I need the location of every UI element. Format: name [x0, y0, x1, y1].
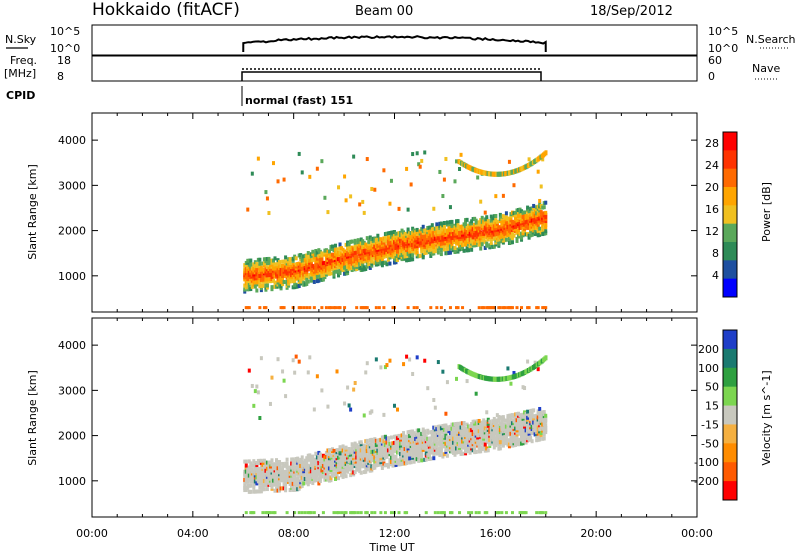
colorbar-tick-label: 4 [712, 269, 719, 282]
nsearch-label: N.Search [746, 33, 796, 46]
colorbar-tick-label: -15 [701, 418, 719, 431]
velocity-panel: 1000 2000 3000 4000 Slant Range [km] 200 100… [26, 317, 773, 518]
noise-panel: N.Sky 10^5 10^0 10^5 10^0 N.Search [5, 24, 796, 56]
x-tick-label: 12:00 [379, 527, 411, 540]
colorbar-tick-label: 200 [698, 343, 719, 356]
freq-tick-bottom: 8 [57, 70, 64, 83]
noise-left-tick-bottom: 10^0 [50, 42, 80, 55]
x-tick-label: 00:00 [681, 527, 713, 540]
power-echoes [243, 150, 548, 310]
freq-label: Freq. [10, 54, 37, 67]
x-axis-label: Time UT [368, 541, 414, 554]
power-colorbar-label: Power [dB] [760, 182, 773, 242]
y-tick-label: 2000 [58, 225, 86, 238]
colorbar-tick-label: 24 [705, 159, 719, 172]
y-tick-label: 3000 [58, 384, 86, 397]
freq-tick-top: 18 [57, 54, 71, 67]
x-tick-label: 20:00 [580, 527, 612, 540]
power-ylabel: Slant Range [km] [26, 164, 39, 260]
x-tick-label: 00:00 [76, 527, 108, 540]
velocity-ylabel: Slant Range [km] [26, 370, 39, 466]
frequency-panel: Freq. [MHz] 18 8 60 0 Nave [4, 54, 780, 83]
freq-unit-label: [MHz] [4, 67, 36, 80]
velocity-echoes [243, 354, 548, 515]
noise-right-tick-bottom: 10^0 [708, 42, 738, 55]
nave-tick-top: 60 [708, 54, 722, 67]
y-tick-label: 4000 [58, 339, 86, 352]
colorbar-tick-label: 28 [705, 137, 719, 150]
colorbar-tick-label: 16 [705, 203, 719, 216]
colorbar-tick-label: 12 [705, 225, 719, 238]
nave-label: Nave [752, 62, 780, 75]
cpid-mode: normal (fast) 151 [245, 94, 353, 107]
velocity-colorbar-label: Velocity [m s^-1] [760, 370, 773, 465]
power-colorbar: 4 8 12 16 20 24 28 [705, 131, 738, 298]
colorbar-tick-label: -50 [701, 437, 719, 450]
noise-right-tick-top: 10^5 [708, 25, 738, 38]
nave-tick-bottom: 0 [708, 70, 715, 83]
nsky-label: N.Sky [5, 33, 37, 46]
y-tick-label: 2000 [58, 430, 86, 443]
colorbar-tick-label: 50 [705, 381, 719, 394]
colorbar-tick-label: 15 [705, 400, 719, 413]
beam-title: Beam 00 [355, 4, 413, 19]
y-tick-label: 4000 [58, 134, 86, 147]
power-panel: 1000 2000 3000 4000 Slant Range [km] 4 8 12 16… [26, 112, 773, 313]
cpid-label: CPID [6, 89, 35, 102]
colorbar-tick-label: 100 [698, 362, 719, 375]
noise-trace [242, 35, 547, 53]
colorbar-tick-label: -200 [694, 475, 719, 488]
y-tick-label: 1000 [58, 270, 86, 283]
y-tick-label: 1000 [58, 475, 86, 488]
y-tick-label: 3000 [58, 179, 86, 192]
x-tick-label: 16:00 [479, 527, 511, 540]
colorbar-tick-label: 20 [705, 181, 719, 194]
noise-left-tick-top: 10^5 [50, 25, 80, 38]
velocity-colorbar: 200 100 50 15 -15 -50 -100 -200 [694, 329, 738, 501]
x-tick-label: 04:00 [177, 527, 209, 540]
colorbar-tick-label: -100 [694, 456, 719, 469]
colorbar-tick-label: 8 [712, 247, 719, 260]
date-title: 18/Sep/2012 [590, 4, 673, 19]
station-title: Hokkaido (fitACF) [92, 0, 240, 20]
x-tick-label: 08:00 [278, 527, 310, 540]
